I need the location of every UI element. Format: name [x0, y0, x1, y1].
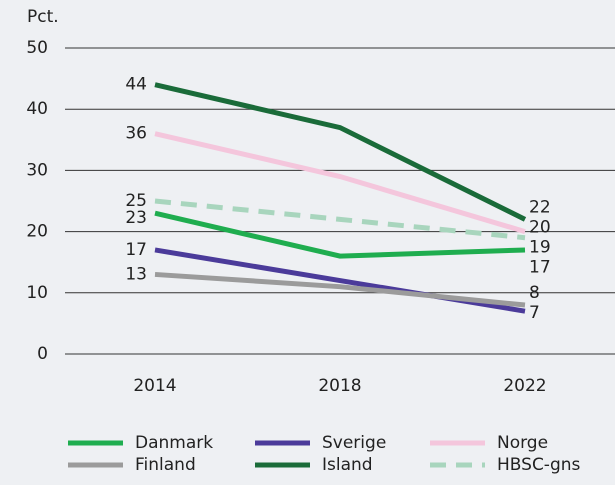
- data-label: 17: [125, 240, 147, 260]
- data-label: 7: [529, 303, 540, 323]
- data-label: 44: [125, 75, 147, 95]
- legend-label: Finland: [135, 455, 196, 475]
- y-tick-label: 40: [26, 99, 48, 119]
- data-label: 36: [125, 124, 147, 144]
- legend-label: Sverige: [322, 433, 386, 453]
- y-tick-label: 50: [26, 38, 48, 58]
- x-tick-label: 2018: [318, 376, 361, 396]
- data-label: 22: [529, 197, 551, 217]
- data-label: 19: [529, 237, 551, 257]
- data-label: 8: [529, 283, 540, 303]
- legend-label: Norge: [497, 433, 548, 453]
- legend-label: Danmark: [135, 433, 213, 453]
- y-tick-label: 20: [26, 222, 48, 242]
- series-line: [154, 210, 526, 259]
- series-line: [154, 131, 526, 234]
- data-label: 25: [125, 191, 147, 211]
- x-tick-label: 2022: [503, 376, 546, 396]
- data-label: 13: [125, 264, 147, 284]
- series-line: [154, 198, 526, 241]
- legend-label: HBSC-gns: [497, 455, 581, 475]
- data-label: 17: [529, 257, 551, 277]
- legend-label: Island: [322, 455, 373, 475]
- data-label: 23: [125, 208, 147, 228]
- y-tick-label: 0: [37, 344, 48, 364]
- series-line: [154, 82, 527, 222]
- series-line: [154, 271, 526, 308]
- y-tick-label: 10: [26, 283, 48, 303]
- y-tick-label: 30: [26, 160, 48, 180]
- y-axis-label: Pct.: [27, 7, 59, 27]
- x-tick-label: 2014: [133, 376, 176, 396]
- data-label: 20: [529, 217, 551, 237]
